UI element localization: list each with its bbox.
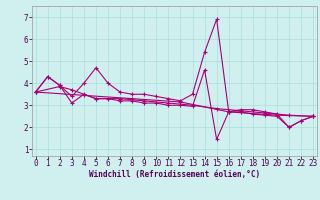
X-axis label: Windchill (Refroidissement éolien,°C): Windchill (Refroidissement éolien,°C) <box>89 170 260 179</box>
